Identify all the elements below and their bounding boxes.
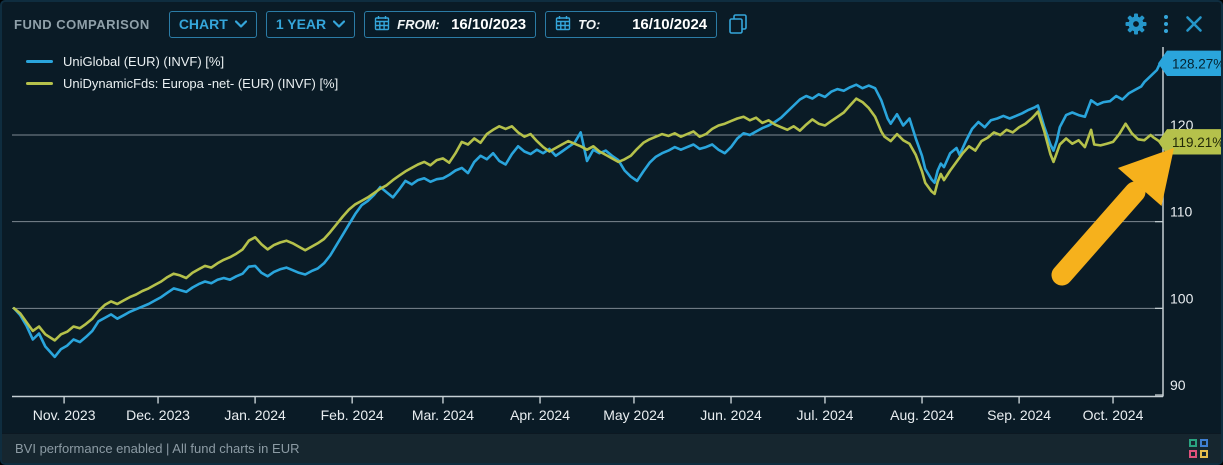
- last-value-badge-label: 119.21%: [1172, 135, 1223, 150]
- from-date-value: 16/10/2023: [451, 15, 527, 33]
- header-toolbar: FUND COMPARISON CHART 1 YEAR: [2, 2, 1221, 46]
- annotation-arrow-shaft: [1051, 181, 1146, 286]
- time-range-dropdown[interactable]: 1 YEAR: [265, 10, 356, 38]
- chart-type-dropdown[interactable]: CHART: [168, 10, 257, 38]
- x-axis-label: May 2024: [603, 407, 665, 423]
- copy-icon[interactable]: [726, 12, 750, 36]
- chart-legend: UniGlobal (EUR) (INVF) [%] UniDynamicFds…: [26, 54, 338, 98]
- chevron-down-icon: [234, 20, 247, 28]
- series-swatch-blue: [26, 60, 53, 63]
- y-axis-label: 120: [1170, 117, 1194, 133]
- x-axis-label: Aug. 2024: [890, 407, 954, 423]
- last-value-badge-label: 128.27%: [1172, 56, 1223, 71]
- calendar-icon: [555, 15, 571, 34]
- x-axis-label: Oct. 2024: [1083, 407, 1144, 423]
- gear-icon[interactable]: [1125, 13, 1147, 35]
- x-axis-label: Jul. 2024: [797, 407, 854, 423]
- to-label: TO:: [578, 16, 601, 32]
- series-swatch-olive: [26, 82, 53, 85]
- legend-item-unidynamicfds[interactable]: UniDynamicFds: Europa -net- (EUR) (INVF)…: [26, 76, 338, 91]
- window-controls: [1125, 13, 1209, 35]
- x-axis-label: Nov. 2023: [33, 407, 96, 423]
- legend-label: UniGlobal (EUR) (INVF) [%]: [63, 54, 225, 69]
- to-date-field[interactable]: TO: 16/10/2024: [545, 10, 718, 38]
- legend-label: UniDynamicFds: Europa -net- (EUR) (INVF)…: [63, 76, 339, 91]
- status-text: BVI performance enabled | All fund chart…: [15, 441, 300, 456]
- annotation-arrow-head: [1117, 148, 1174, 206]
- y-axis-label: 100: [1170, 290, 1194, 306]
- x-axis-label: Jan. 2024: [224, 407, 286, 423]
- close-icon[interactable]: [1185, 15, 1203, 33]
- y-axis-label: 110: [1170, 204, 1193, 220]
- colored-grid-icon[interactable]: [1189, 439, 1208, 458]
- calendar-icon: [374, 15, 390, 34]
- x-axis-label: Feb. 2024: [321, 407, 384, 423]
- panel-title: FUND COMPARISON: [14, 16, 150, 32]
- x-axis-label: Sep. 2024: [987, 407, 1051, 423]
- x-axis-label: Jun. 2024: [700, 407, 762, 423]
- x-axis-label: Apr. 2024: [510, 407, 570, 423]
- to-date-value: 16/10/2024: [632, 15, 708, 33]
- status-bar: BVI performance enabled | All fund chart…: [2, 433, 1221, 463]
- x-axis-label: Mar. 2024: [412, 407, 474, 423]
- chevron-down-icon: [333, 20, 346, 28]
- legend-item-uniglobal[interactable]: UniGlobal (EUR) (INVF) [%]: [26, 54, 338, 69]
- last-value-badge-0: [1158, 50, 1221, 77]
- chart-type-dropdown-label: CHART: [178, 16, 228, 32]
- series-line-0: [12, 61, 1162, 359]
- from-label: FROM:: [397, 16, 440, 32]
- time-range-dropdown-label: 1 YEAR: [275, 16, 327, 32]
- series-line-1: [12, 97, 1162, 342]
- y-axis-label: 90: [1170, 377, 1186, 393]
- from-date-field[interactable]: FROM: 16/10/2023: [364, 10, 537, 38]
- x-axis-label: Dec. 2023: [126, 407, 190, 423]
- kebab-menu-icon[interactable]: [1164, 15, 1168, 33]
